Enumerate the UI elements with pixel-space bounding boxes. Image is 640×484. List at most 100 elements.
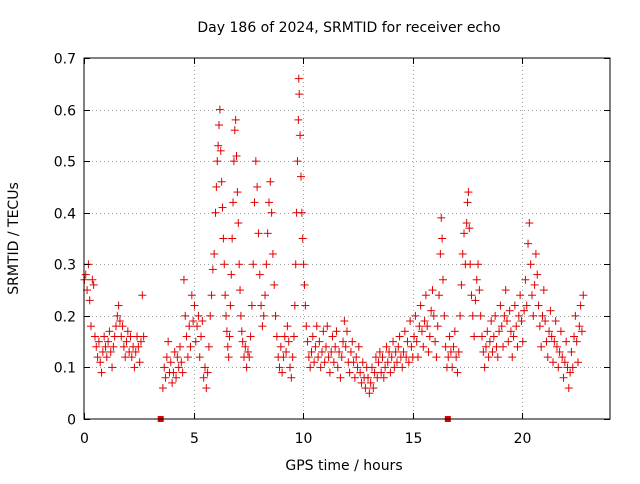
data-point	[361, 384, 370, 393]
data-point	[545, 327, 554, 336]
data-point	[425, 332, 434, 341]
data-point	[341, 342, 350, 351]
data-point	[109, 342, 118, 351]
data-point	[480, 363, 489, 372]
data-point	[194, 311, 203, 320]
data-point	[241, 342, 250, 351]
data-point	[123, 327, 132, 336]
data-point	[234, 219, 243, 228]
data-point	[288, 353, 297, 362]
data-point	[471, 296, 480, 305]
data-point	[446, 347, 455, 356]
data-point	[510, 301, 519, 310]
data-point	[238, 337, 247, 346]
data-point	[538, 311, 547, 320]
data-point	[438, 275, 447, 284]
y-tick-label: 0	[67, 413, 76, 429]
data-point	[450, 327, 459, 336]
y-tick-label: 0.2	[54, 310, 76, 326]
data-point	[449, 342, 458, 351]
data-point	[329, 358, 338, 367]
data-point	[139, 332, 148, 341]
data-point	[454, 347, 463, 356]
data-point	[499, 342, 508, 351]
data-point	[509, 332, 518, 341]
data-point	[546, 306, 555, 315]
data-point	[398, 363, 407, 372]
data-point	[187, 291, 196, 300]
data-point	[216, 146, 225, 155]
data-point	[520, 306, 529, 315]
data-point	[183, 353, 192, 362]
data-point	[195, 353, 204, 362]
data-point	[172, 373, 181, 382]
data-point	[178, 368, 187, 377]
data-point	[162, 353, 171, 362]
data-point	[290, 301, 299, 310]
data-point	[215, 105, 224, 114]
data-point	[235, 260, 244, 269]
data-point	[346, 347, 355, 356]
data-point	[336, 373, 345, 382]
data-point	[534, 301, 543, 310]
data-point	[206, 311, 215, 320]
data-point	[414, 353, 423, 362]
data-point	[211, 208, 220, 217]
data-point	[301, 301, 310, 310]
data-point	[521, 275, 530, 284]
data-point	[524, 239, 533, 248]
data-point	[502, 317, 511, 326]
data-point	[411, 311, 420, 320]
data-point	[487, 317, 496, 326]
data-point	[526, 260, 535, 269]
data-point	[392, 358, 401, 367]
data-point	[497, 322, 506, 331]
data-point	[270, 280, 279, 289]
data-point	[571, 311, 580, 320]
data-point	[282, 347, 291, 356]
data-point	[505, 306, 514, 315]
data-point	[221, 291, 230, 300]
data-point	[481, 342, 490, 351]
data-point	[541, 317, 550, 326]
chart-title: Day 186 of 2024, SRMTID for receiver ech…	[197, 20, 500, 36]
data-point	[182, 332, 191, 341]
data-point	[394, 342, 403, 351]
data-point	[438, 234, 447, 243]
data-point	[87, 322, 96, 331]
data-point	[444, 353, 453, 362]
data-point	[193, 322, 202, 331]
data-point	[210, 249, 219, 258]
data-point	[262, 260, 271, 269]
data-point	[138, 291, 147, 300]
data-point	[429, 311, 438, 320]
data-point	[90, 332, 99, 341]
data-point	[108, 363, 117, 372]
data-point	[189, 317, 198, 326]
data-point	[302, 322, 311, 331]
data-point	[478, 332, 487, 341]
data-point	[508, 353, 517, 362]
data-point	[460, 229, 469, 238]
data-point	[466, 260, 475, 269]
data-point	[219, 234, 228, 243]
data-point	[572, 337, 581, 346]
data-point	[353, 363, 362, 372]
data-point	[245, 353, 254, 362]
data-point	[531, 249, 540, 258]
data-point	[378, 353, 387, 362]
data-point	[550, 337, 559, 346]
data-point	[105, 327, 114, 336]
data-point	[271, 311, 280, 320]
data-point	[555, 347, 564, 356]
data-point	[416, 301, 425, 310]
data-point	[181, 311, 190, 320]
data-point	[462, 219, 471, 228]
data-point	[222, 311, 231, 320]
data-point	[468, 311, 477, 320]
data-point	[246, 332, 255, 341]
data-point	[556, 327, 565, 336]
data-point	[432, 353, 441, 362]
data-point	[294, 74, 303, 83]
data-point	[225, 332, 234, 341]
